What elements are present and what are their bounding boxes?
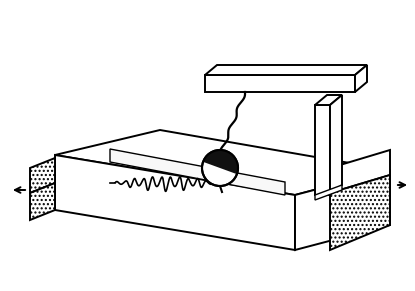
Polygon shape [110, 149, 285, 195]
Polygon shape [205, 65, 367, 75]
Polygon shape [315, 185, 342, 200]
Polygon shape [205, 75, 355, 92]
Polygon shape [55, 130, 390, 195]
Polygon shape [30, 158, 55, 193]
Polygon shape [315, 95, 342, 105]
Polygon shape [315, 105, 330, 195]
Wedge shape [203, 150, 238, 174]
Polygon shape [330, 95, 342, 195]
Polygon shape [295, 170, 390, 250]
Polygon shape [55, 155, 295, 250]
Polygon shape [355, 65, 367, 92]
Polygon shape [330, 150, 390, 193]
Circle shape [202, 150, 238, 186]
Polygon shape [330, 175, 390, 250]
Polygon shape [30, 183, 55, 220]
